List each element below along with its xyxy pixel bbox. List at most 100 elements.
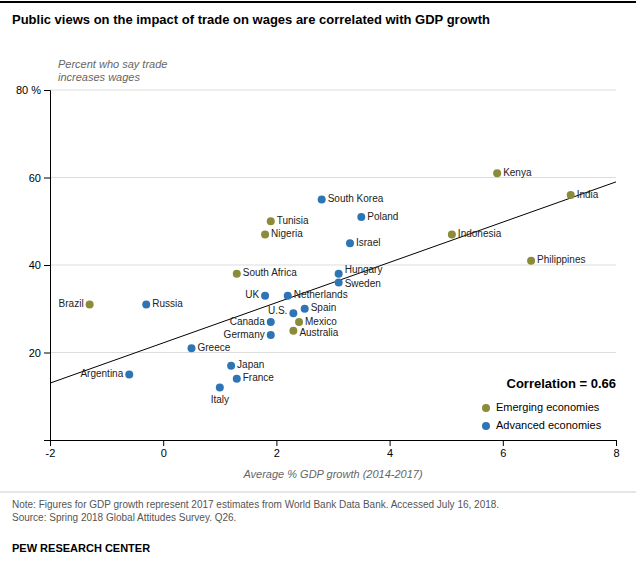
point [295, 318, 303, 326]
top-border [0, 1, 636, 3]
point-label: Argentina [80, 368, 123, 379]
point-label: South Korea [328, 193, 384, 204]
y-tick-mark [44, 178, 50, 179]
y-tick: 80 % [16, 84, 50, 96]
y-axis-line [44, 91, 51, 441]
point [335, 270, 343, 278]
y-tick: 40 [29, 259, 50, 271]
point [357, 213, 365, 221]
point [227, 362, 235, 370]
point [86, 300, 94, 308]
point-label: Nigeria [271, 228, 303, 239]
x-tick: 4 [387, 440, 393, 459]
point [267, 217, 275, 225]
annotation: Correlation = 0.66 [507, 376, 616, 391]
y-tick-label: 60 [29, 172, 41, 184]
y-axis: 20 40 60 80 % [16, 84, 51, 440]
point-label: Poland [367, 211, 398, 222]
point-label: Netherlands [294, 289, 348, 300]
trendline [50, 182, 616, 383]
x-tick-label: 8 [613, 447, 619, 459]
point [567, 191, 575, 199]
x-tick-label: 0 [161, 447, 167, 459]
point-label: U.S. [268, 305, 287, 316]
point [335, 279, 343, 287]
grid [50, 90, 616, 353]
x-tick: 6 [500, 440, 506, 459]
point-label: Australia [299, 327, 338, 338]
point-label: Greece [198, 342, 231, 353]
y-tick-mark [44, 265, 50, 266]
point [125, 370, 133, 378]
source: PEW RESEARCH CENTER [12, 542, 150, 554]
legend-swatch [482, 404, 490, 412]
footer-separator [0, 492, 636, 493]
point-label: Hungary [345, 264, 383, 275]
x-tick: -2 [46, 440, 56, 459]
marks [50, 169, 616, 391]
x-tick-mark [163, 440, 164, 446]
x-tick-mark [616, 440, 617, 446]
point-label: Kenya [503, 167, 532, 178]
point-label: UK [245, 289, 259, 300]
point-label: South Africa [243, 267, 297, 278]
x-tick-mark [390, 440, 391, 446]
point-label: Indonesia [458, 228, 502, 239]
x-tick-label: 4 [387, 447, 393, 459]
point-label: Japan [237, 359, 264, 370]
legend-label: Emerging economies [496, 401, 600, 413]
x-axis: -2 0 2 4 6 8 [46, 440, 620, 459]
point [284, 292, 292, 300]
x-tick-label: 6 [500, 447, 506, 459]
point [261, 230, 269, 238]
plot: -20246820406080 %BrazilTunisiaNigeriaSou… [16, 84, 620, 459]
point [142, 300, 150, 308]
point [289, 309, 297, 317]
legend-label: Advanced economies [496, 419, 602, 431]
y-tick-mark [44, 90, 50, 91]
y-tick: 20 [29, 347, 50, 359]
x-tick: 0 [161, 440, 167, 459]
point-label: France [243, 372, 275, 383]
legend: Emerging economies Advanced economies [482, 401, 602, 431]
chart: Public views on the impact of trade on w… [0, 0, 636, 575]
x-axis-line [51, 441, 617, 447]
point [267, 318, 275, 326]
x-tick: 2 [274, 440, 280, 459]
point-label: Germany [224, 329, 265, 340]
y-axis-title: Percent who say tradeincreases wages [58, 58, 167, 83]
point [527, 257, 535, 265]
point-label: Mexico [305, 316, 337, 327]
point [261, 292, 269, 300]
point [301, 305, 309, 313]
point-labels: BrazilTunisiaNigeriaSouth AfricaMexicoAu… [59, 167, 599, 405]
y-tick-label: 40 [29, 259, 41, 271]
point [267, 331, 275, 339]
point-label: Canada [230, 316, 265, 327]
series-points [86, 169, 575, 335]
x-tick: 8 [613, 440, 619, 459]
legend-swatch [482, 422, 490, 430]
point [493, 169, 501, 177]
series-points [125, 195, 365, 391]
point [216, 384, 224, 392]
note: Note: Figures for GDP growth represent 2… [12, 499, 499, 523]
y-tick-mark [44, 353, 50, 354]
point [188, 344, 196, 352]
point [448, 230, 456, 238]
point [318, 195, 326, 203]
point-label: Israel [356, 237, 380, 248]
y-tick-label: 80 % [16, 84, 41, 96]
x-tick-mark [503, 440, 504, 446]
point-label: India [577, 189, 599, 200]
point-label: Brazil [59, 298, 84, 309]
point [233, 375, 241, 383]
point-label: Italy [211, 394, 229, 405]
y-tick: 60 [29, 172, 50, 184]
point [346, 239, 354, 247]
point [233, 270, 241, 278]
y-tick-label: 20 [29, 347, 41, 359]
grid-line [50, 265, 616, 266]
x-tick-mark [276, 440, 277, 446]
title: Public views on the impact of trade on w… [12, 12, 490, 27]
